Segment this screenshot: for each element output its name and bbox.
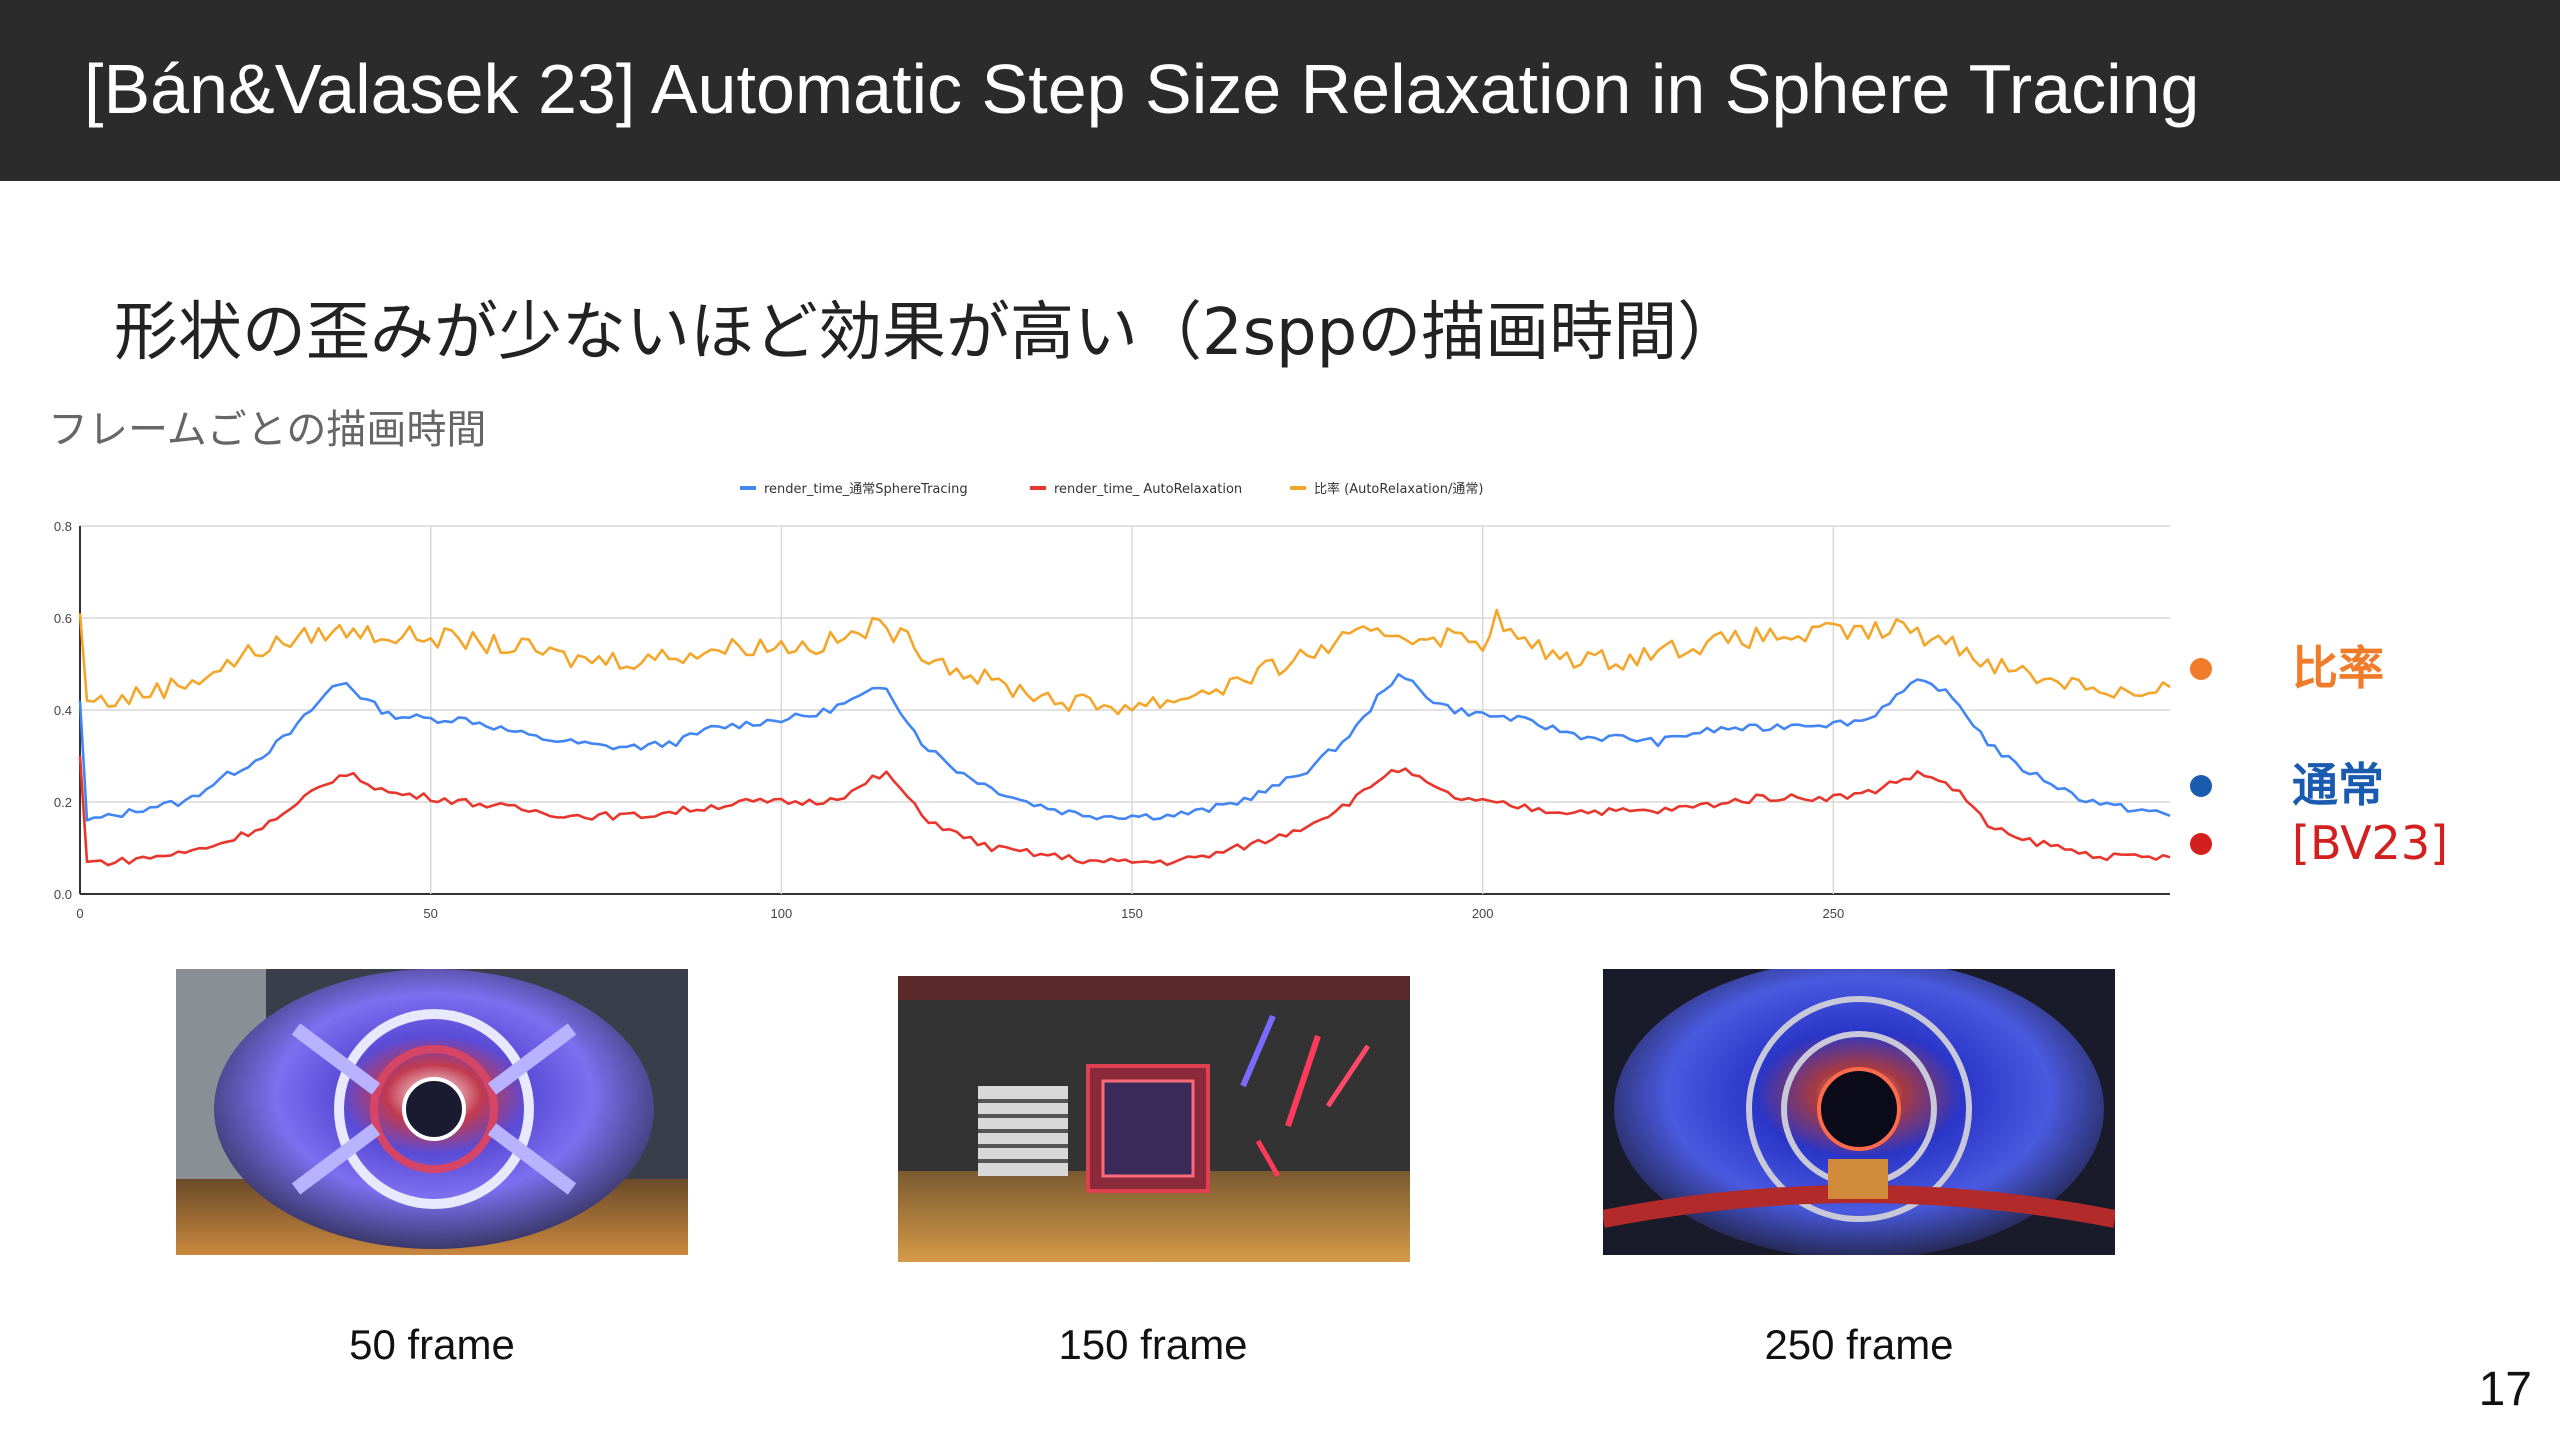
ratio-dot-icon [2190,658,2212,680]
y-tick-label: 0.0 [54,887,72,902]
y-tick-label: 0.6 [54,611,72,626]
x-tick-label: 0 [76,906,83,921]
x-tick-label: 100 [770,906,792,921]
series-line [78,608,2171,716]
fisheye-render-icon [1603,969,2115,1255]
right-legend-label-bv23: [BV23] [2292,816,2449,870]
y-tick-label: 0.8 [54,519,72,534]
x-tick-label: 200 [1472,906,1494,921]
series-line [78,673,2171,822]
right-legend-label-normal: 通常 [2292,758,2384,812]
y-tick-label: 0.2 [54,795,72,810]
cube-room-render-icon [898,976,1410,1262]
page-number: 17 [2478,1363,2532,1416]
slide-subtitle: 形状の歪みが少ないほど効果が高い（2sppの描画時間） [114,296,1742,370]
thumbnail-frame-150 [898,976,1410,1262]
thumbnail-frame-250 [1603,969,2115,1255]
fisheye-render-icon [176,969,688,1255]
legend-label: render_time_ AutoRelaxation [1054,482,1242,497]
right-legend-label-ratio: 比率 [2292,641,2384,695]
series-line [78,755,2171,867]
chart-heading: フレームごとの描画時間 [48,407,487,453]
x-tick-label: 50 [423,906,437,921]
legend-label: render_time_通常SphereTracing [764,482,968,497]
thumbnail-frame-50 [176,969,688,1255]
x-tick-label: 250 [1823,906,1845,921]
thumbnail-caption: 50 frame [349,1321,515,1368]
x-tick-label: 150 [1121,906,1143,921]
slide-title: [Bán&Valasek 23] Automatic Step Size Rel… [84,50,2200,128]
bv23-dot-icon [2190,833,2212,855]
normal-dot-icon [2190,775,2212,797]
y-tick-label: 0.4 [54,703,72,718]
thumbnail-caption: 150 frame [1058,1321,1248,1368]
slide-header: [Bán&Valasek 23] Automatic Step Size Rel… [0,0,2560,181]
line-chart: 0.0 0.2 0.4 0.6 0.8 0 50 100 150 200 250 render_tim… [54,481,2171,921]
legend-label: 比率 (AutoRelaxation/通常) [1314,481,1483,497]
thumbnail-caption: 250 frame [1764,1321,1954,1368]
